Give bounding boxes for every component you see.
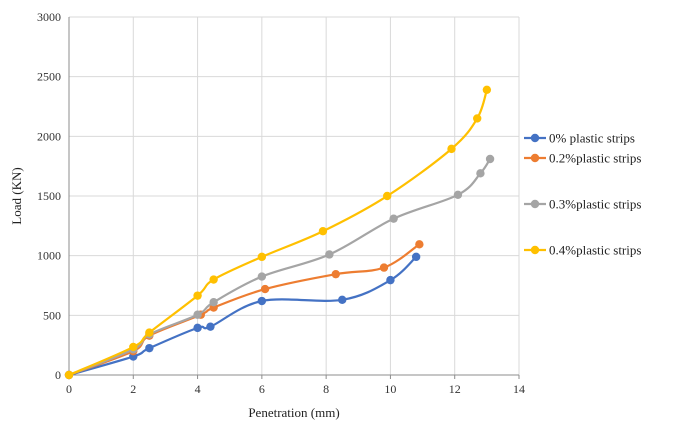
y-tick-label: 500 — [43, 308, 61, 322]
data-point — [383, 191, 392, 201]
data-point — [331, 269, 340, 279]
legend-item: 0.3%plastic strips — [524, 197, 641, 212]
legend-label: 0.2%plastic strips — [549, 151, 641, 166]
data-point — [379, 263, 389, 272]
legend-item: 0.2%plastic strips — [524, 151, 641, 166]
series-line — [68, 89, 488, 377]
series-3 — [64, 85, 492, 380]
data-point — [325, 250, 334, 259]
legend-marker — [530, 245, 540, 255]
y-tick-label: 2000 — [37, 129, 61, 143]
data-point — [257, 252, 267, 262]
data-point — [447, 144, 456, 154]
x-axis-title: Penetration (mm) — [248, 405, 339, 420]
data-point — [338, 295, 347, 305]
y-axis-title: Load (KN) — [9, 167, 24, 224]
y-tick-label: 3000 — [37, 10, 61, 24]
data-point — [193, 291, 202, 300]
data-point — [453, 190, 463, 200]
data-point — [476, 169, 485, 178]
data-point — [389, 214, 398, 223]
data-point — [411, 252, 421, 262]
data-point — [473, 114, 482, 123]
x-tick-label: 12 — [449, 382, 461, 396]
x-tick-label: 4 — [195, 382, 201, 396]
legend-label: 0.4%plastic strips — [549, 243, 641, 258]
x-tick-label: 10 — [384, 382, 396, 396]
legend-marker — [530, 133, 540, 143]
data-point — [318, 227, 328, 236]
y-tick-label: 0 — [55, 368, 61, 382]
y-tick-label: 2500 — [37, 70, 61, 84]
data-point — [193, 310, 202, 319]
data-point — [415, 240, 424, 249]
legend-label: 0.3%plastic strips — [549, 197, 641, 212]
data-point — [145, 343, 154, 353]
legend-item: 0.4%plastic strips — [524, 243, 641, 258]
data-point — [64, 370, 74, 380]
series-1 — [64, 240, 424, 380]
legend-marker — [530, 153, 540, 163]
data-point — [482, 85, 492, 94]
series-layer — [64, 85, 495, 380]
x-tick-label: 2 — [130, 382, 136, 396]
data-point — [206, 322, 215, 331]
y-tick-label: 1500 — [37, 189, 61, 203]
data-point — [260, 284, 270, 294]
x-tick-label: 14 — [513, 382, 525, 396]
data-point — [129, 342, 138, 352]
data-point — [257, 296, 267, 306]
grid-lines — [69, 16, 520, 375]
data-point — [209, 298, 218, 307]
data-point — [145, 328, 154, 337]
y-tick-label: 1000 — [37, 249, 61, 263]
axes: 0 500 1000 1500 2000 2500 3000 0 2 4 6 8 10 12 14 — [37, 10, 525, 396]
data-point — [193, 323, 202, 333]
legend-label: 0% plastic strips — [549, 131, 635, 146]
series-2 — [64, 154, 495, 380]
data-point — [209, 275, 218, 284]
legend-marker — [530, 199, 540, 209]
x-tick-label: 0 — [66, 382, 72, 396]
data-point — [257, 272, 267, 281]
data-point — [386, 275, 395, 285]
series-line — [68, 158, 492, 377]
legend: 0% plastic strips 0.2%plastic strips 0.3%p… — [524, 131, 641, 258]
x-tick-label: 6 — [259, 382, 265, 396]
x-tick-label: 8 — [323, 382, 329, 396]
legend-item: 0% plastic strips — [524, 131, 635, 146]
data-point — [485, 154, 495, 164]
